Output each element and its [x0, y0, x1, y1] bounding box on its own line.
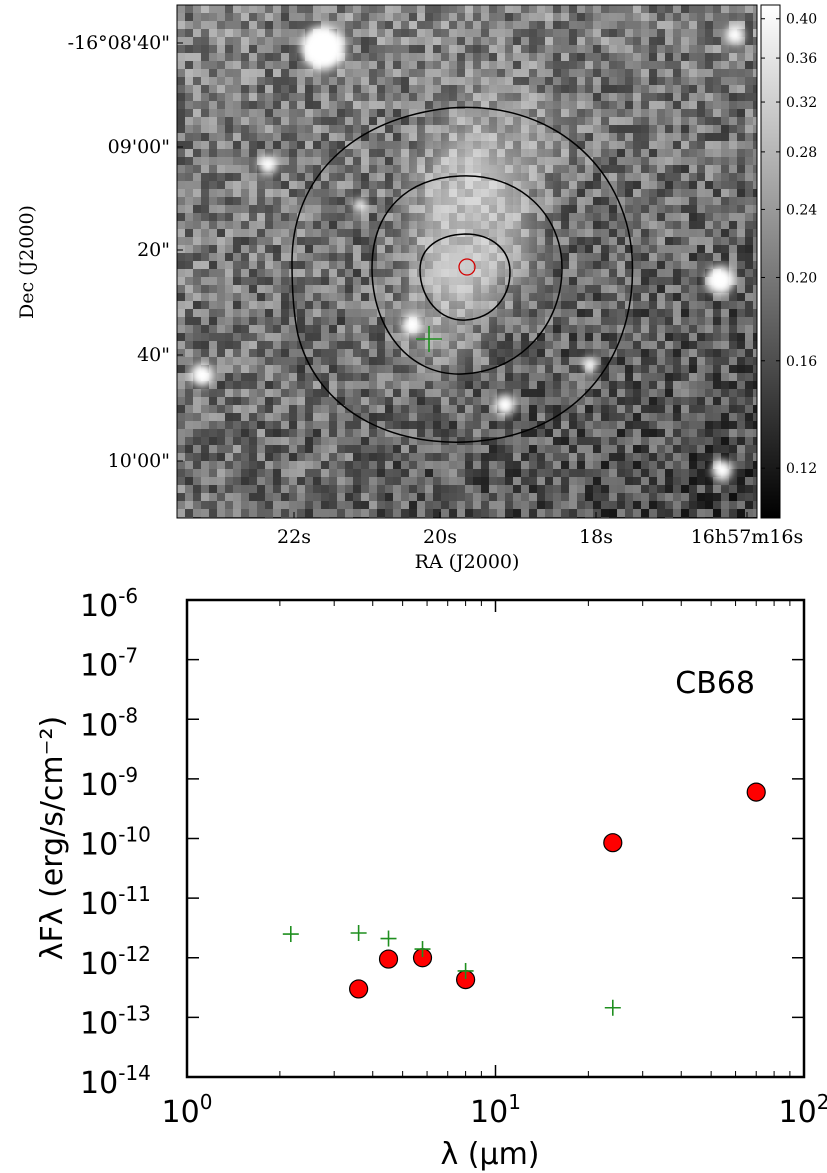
data-point-circle [746, 782, 766, 802]
star [706, 266, 734, 294]
image-y-axis: -16°08'40" 09'00" 20" 40" 10'00" Dec (J2… [16, 32, 183, 472]
colorbar-frame [760, 4, 781, 519]
sed-x-tick-label: 102 [779, 1090, 827, 1130]
data-point-circle [349, 979, 369, 999]
sed-x-tick-label: 101 [470, 1090, 521, 1130]
plot-frame [185, 598, 806, 1079]
data-point-plus [282, 926, 299, 943]
image-y-tick-label: 10'00" [108, 450, 170, 472]
image-y-axis-label: Dec (J2000) [16, 205, 38, 319]
image-x-axis: 22s 20s 18s 16h57m16s RA (J2000) [277, 512, 803, 573]
sed-y-tick-label: 10-11 [80, 882, 151, 922]
contour-outer [291, 106, 634, 443]
sed-x-axis-label: λ (μm) [440, 1137, 539, 1172]
data-point-plus [350, 925, 367, 942]
colorbar-tick-label: 0.32 [786, 95, 817, 111]
star [583, 358, 597, 372]
colorbar: 0.40 0.36 0.32 0.28 0.24 0.20 0.16 0.12 [760, 4, 817, 519]
data-point-plus [414, 941, 431, 958]
image-x-tick-label: 20s [423, 526, 457, 548]
image-y-tick-label: 20" [137, 239, 170, 261]
image-x-tick-label: 16h57m16s [691, 526, 804, 548]
plot-annotation: CB68 [675, 666, 755, 701]
data-point-plus [457, 962, 474, 979]
star [259, 156, 277, 174]
star [726, 26, 744, 44]
colorbar-tick-label: 0.12 [786, 461, 817, 477]
sed-y-tick-label: 10-8 [80, 703, 138, 743]
contour-inner [419, 233, 511, 321]
image-x-tick-label: 18s [579, 526, 613, 548]
colorbar-tick-label: 0.40 [786, 12, 817, 28]
sed-y-tick-label: 10-13 [80, 1001, 151, 1041]
sed-y-tick-label: 10-7 [80, 644, 138, 684]
sed-y-axis-label: λFλ (erg/s/cm⁻²) [35, 716, 70, 960]
sed-y-tick-label: 10-6 [80, 584, 138, 624]
colorbar-tick-label: 0.20 [786, 270, 817, 286]
nebula-glow [400, 85, 570, 375]
contours [291, 106, 634, 443]
stars [191, 26, 744, 480]
image-y-tick-label: -16°08'40" [68, 32, 170, 54]
sed-plot: 100 101 102 10-6 10-7 10-8 10-9 10-10 10-11 10-12… [35, 584, 827, 1172]
colorbar-tick-label: 0.16 [786, 354, 817, 370]
colorbar-gradient [761, 5, 780, 518]
sed-y-tick-label: 10-9 [80, 763, 138, 803]
star [712, 460, 732, 480]
star [354, 199, 366, 211]
sed-y-tick-label: 10-10 [80, 823, 151, 863]
data-point-circle [378, 949, 399, 969]
image-panel: 22s 20s 18s 16h57m16s RA (J2000) -16°08'… [16, 4, 817, 573]
colorbar-tick-label: 0.28 [786, 145, 817, 161]
image-x-axis-label: RA (J2000) [415, 551, 520, 573]
contour-middle [371, 175, 563, 375]
colorbar-tick-label: 0.24 [786, 202, 817, 218]
data-point-plus [380, 930, 397, 947]
star [495, 395, 515, 415]
source-plus-marker [416, 326, 442, 352]
star [301, 26, 345, 70]
star [191, 364, 213, 386]
colorbar-tick-label: 0.36 [786, 51, 817, 67]
data-point-plus [604, 999, 621, 1016]
image-y-tick-label: 40" [137, 344, 170, 366]
star [402, 315, 422, 335]
image-frame [176, 4, 758, 519]
sed-y-tick-label: 10-12 [80, 942, 151, 982]
sed-x-tick-label: 100 [162, 1090, 213, 1130]
data-point-circle [603, 833, 623, 853]
source-circle-marker [458, 258, 476, 276]
sed-y-tick-label: 10-14 [80, 1061, 151, 1101]
image-x-tick-label: 22s [277, 526, 311, 548]
image-y-tick-label: 09'00" [108, 136, 170, 158]
